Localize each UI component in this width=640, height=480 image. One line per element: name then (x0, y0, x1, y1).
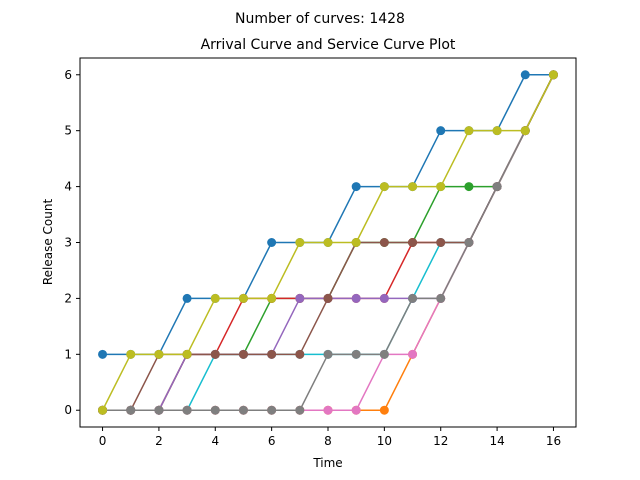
x-axis-ticks: 0 2 4 6 8 10 12 14 16 (99, 427, 561, 448)
series-point-0-0 (98, 349, 108, 359)
y-tick-label: 2 (64, 291, 72, 305)
series-point-5-9 (351, 293, 361, 303)
series-point-9-10 (379, 182, 389, 192)
series-point-9-11 (408, 182, 418, 192)
x-tick-label: 12 (433, 434, 448, 448)
series-point-9-3 (182, 349, 192, 359)
series-0 (98, 70, 558, 359)
series-point-9-9 (351, 238, 361, 247)
y-tick-label: 4 (64, 180, 72, 194)
x-axis-label: Time (312, 456, 342, 470)
series-point-7-11 (408, 238, 418, 247)
chart-suptitle: Number of curves: 1428 (235, 11, 405, 27)
series-point-6-11 (408, 349, 418, 359)
series-point-8-8 (323, 349, 333, 359)
series-point-7-10 (379, 238, 389, 247)
series-point-7-6 (267, 349, 277, 359)
series-line-0 (101, 74, 555, 356)
x-tick-label: 0 (99, 434, 107, 448)
y-tick-label: 1 (64, 347, 72, 361)
y-axis-label: Release Count (41, 199, 55, 286)
series-point-9-16 (548, 70, 558, 80)
series-point-9-14 (492, 126, 502, 136)
series-point-9-1 (126, 349, 136, 359)
series-point-8-5 (238, 405, 248, 415)
series-point-7-8 (323, 293, 333, 303)
series-point-0-3 (182, 293, 192, 303)
x-tick-label: 14 (489, 434, 504, 448)
series-point-8-12 (436, 293, 446, 303)
series-point-8-7 (295, 405, 305, 415)
y-axis-ticks: 0 1 2 3 4 5 6 (64, 68, 80, 417)
x-tick-label: 6 (268, 434, 276, 448)
series-point-6-8 (323, 405, 333, 415)
series-point-8-4 (210, 405, 220, 415)
series-point-8-14 (492, 182, 502, 192)
series-layer (98, 70, 558, 415)
series-point-8-1 (126, 405, 136, 415)
series-point-8-2 (154, 405, 164, 415)
series-point-0-12 (436, 126, 446, 136)
series-point-8-11 (408, 293, 418, 303)
chart-title: Arrival Curve and Service Curve Plot (201, 37, 456, 53)
series-point-9-6 (267, 293, 277, 303)
series-point-0-6 (267, 238, 277, 247)
series-point-7-5 (238, 349, 248, 359)
series-point-0-9 (351, 182, 361, 192)
series-point-9-8 (323, 238, 333, 247)
series-point-5-7 (295, 293, 305, 303)
x-tick-label: 4 (211, 434, 219, 448)
y-tick-label: 5 (64, 124, 72, 138)
y-tick-label: 3 (64, 236, 72, 250)
x-tick-label: 8 (324, 434, 332, 448)
series-point-8-6 (267, 405, 277, 415)
x-tick-label: 10 (377, 434, 392, 448)
series-point-9-12 (436, 182, 446, 192)
x-tick-label: 16 (546, 434, 561, 448)
series-point-9-0 (98, 405, 108, 415)
series-point-9-2 (154, 349, 164, 359)
series-point-7-4 (210, 349, 220, 359)
series-9 (98, 70, 558, 415)
series-point-9-7 (295, 238, 305, 247)
x-tick-label: 2 (155, 434, 163, 448)
series-point-8-9 (351, 349, 361, 359)
series-point-8-13 (464, 238, 474, 247)
series-point-0-15 (520, 70, 530, 80)
series-point-7-7 (295, 349, 305, 359)
series-point-9-4 (210, 293, 220, 303)
series-point-9-15 (520, 126, 530, 136)
series-point-5-10 (379, 293, 389, 303)
series-point-8-10 (379, 349, 389, 359)
series-point-9-5 (238, 293, 248, 303)
series-point-9-13 (464, 126, 474, 136)
y-tick-label: 6 (64, 68, 72, 82)
y-tick-label: 0 (64, 403, 72, 417)
series-point-7-12 (436, 238, 446, 247)
series-point-8-3 (182, 405, 192, 415)
series-point-4-10 (379, 405, 389, 415)
series-point-6-9 (351, 405, 361, 415)
series-point-1-13 (464, 182, 474, 192)
